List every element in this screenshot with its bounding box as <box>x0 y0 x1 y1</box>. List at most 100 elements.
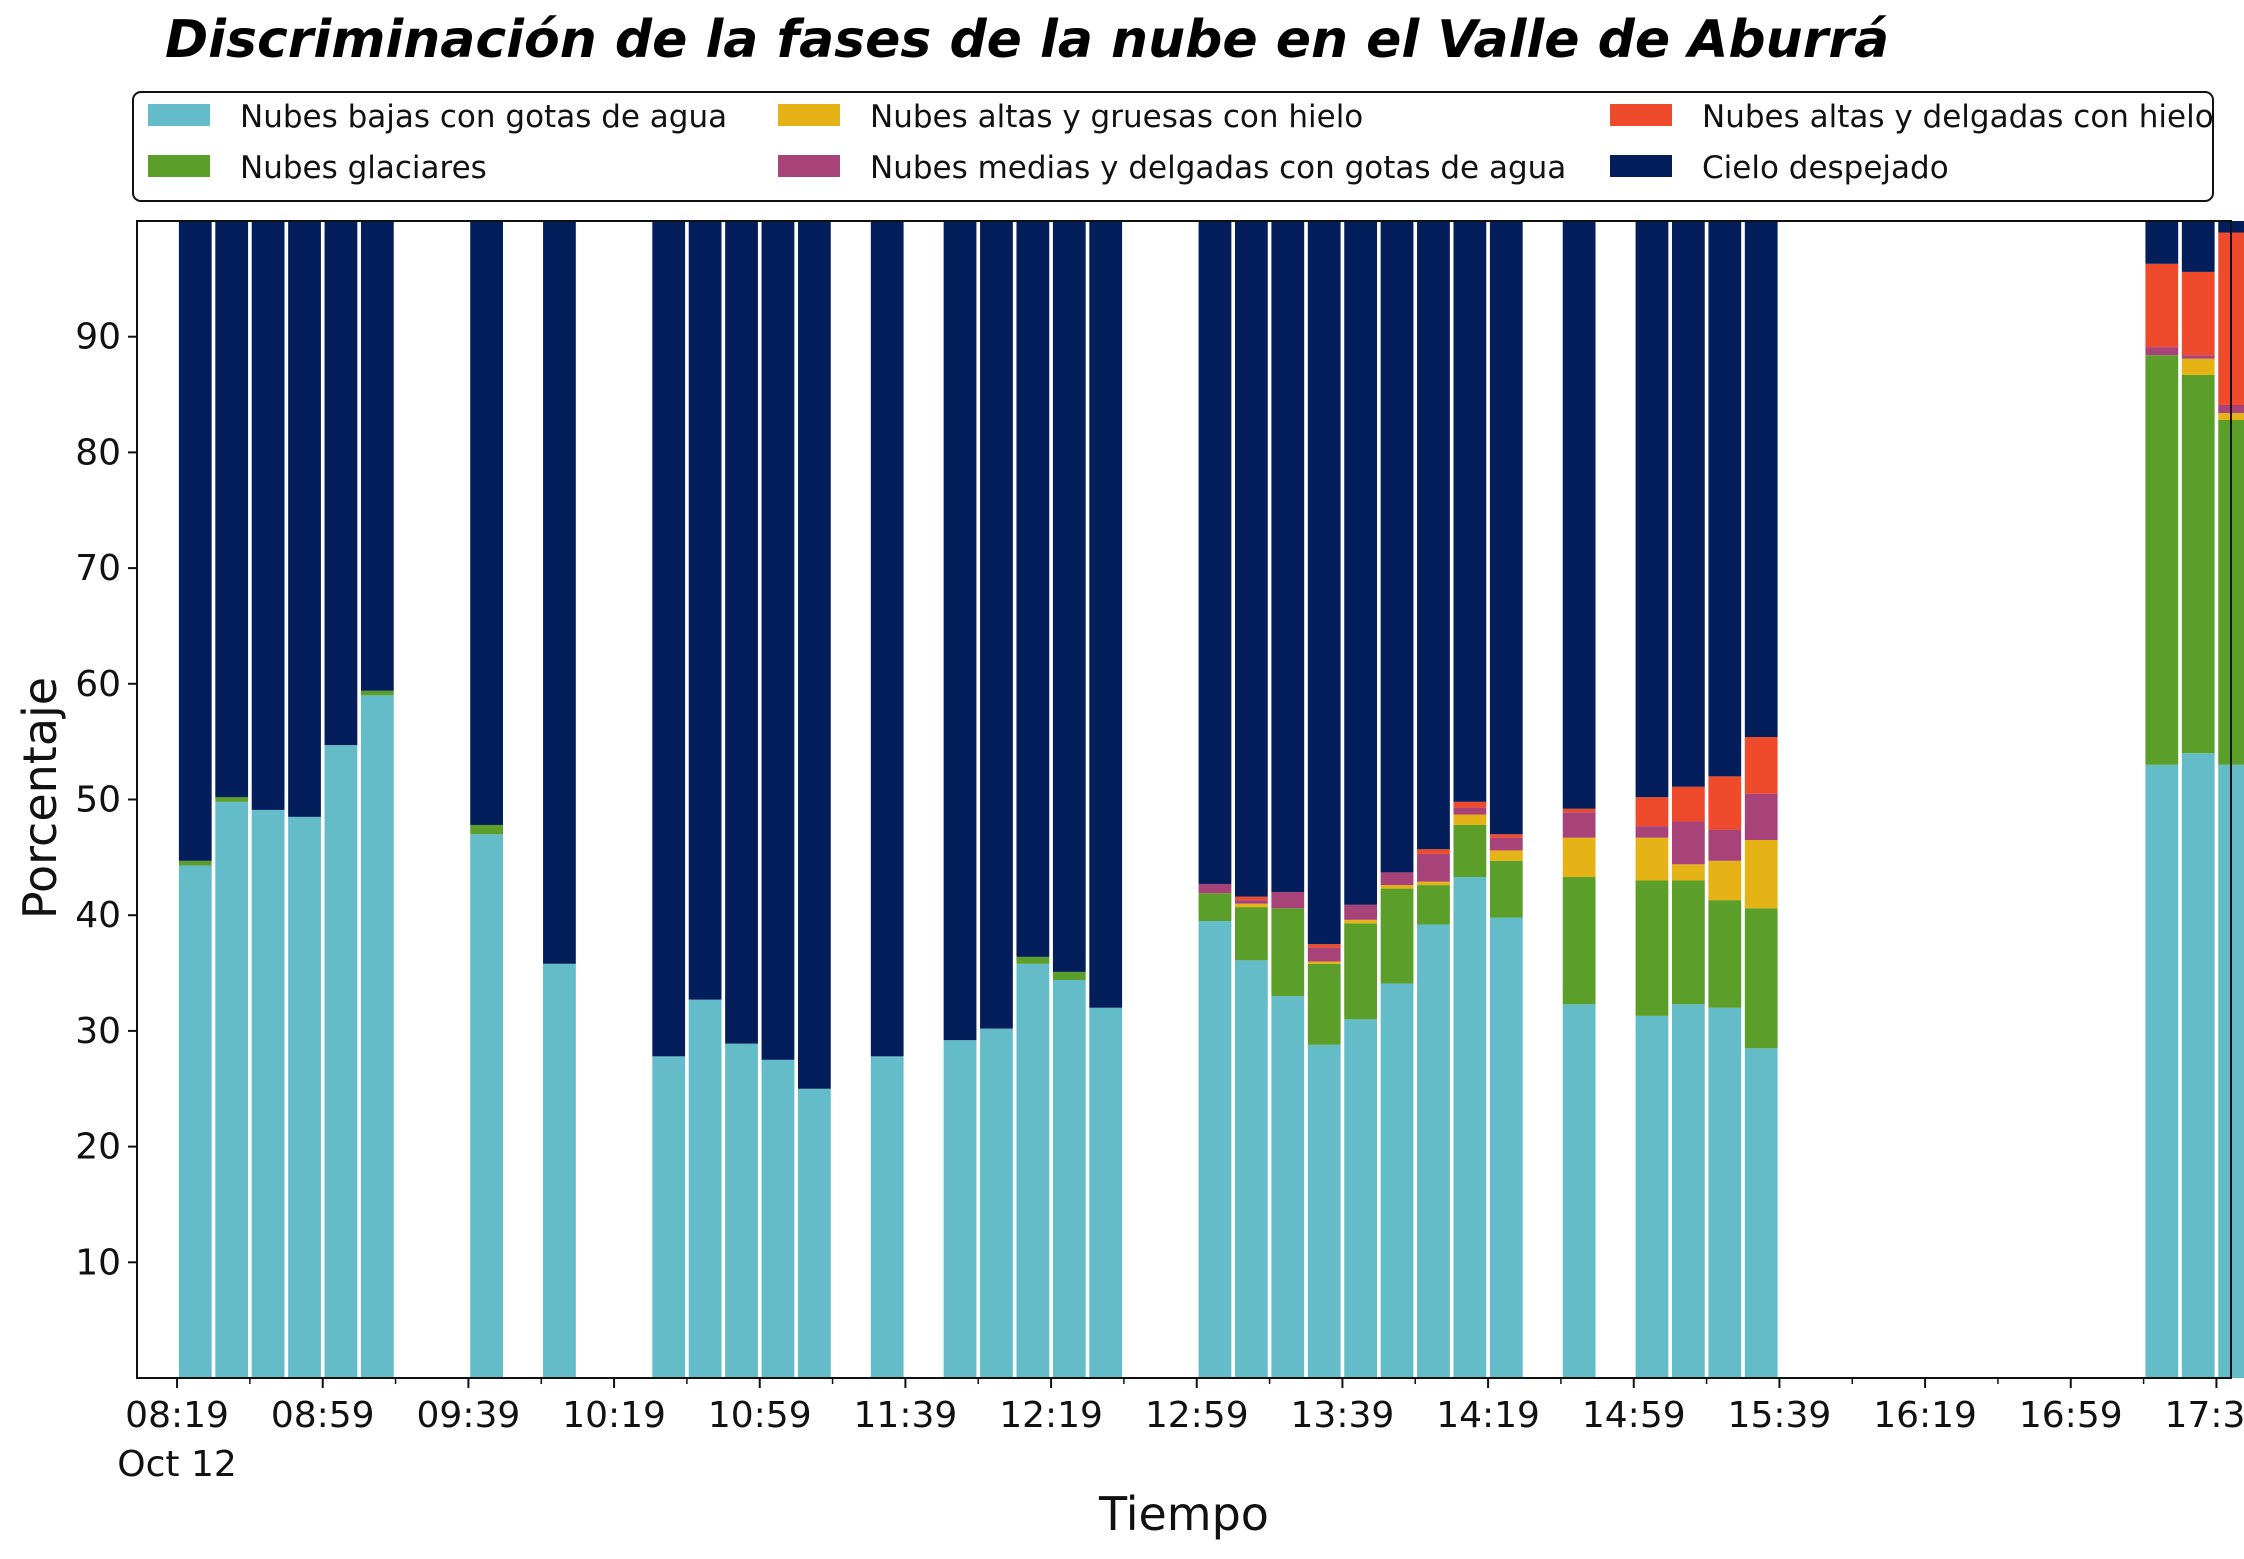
bar-segment-bajas <box>1453 877 1487 1378</box>
bar-segment-despejado <box>2181 221 2215 272</box>
legend-frame <box>132 91 2214 202</box>
legend-swatch <box>148 155 210 177</box>
bar-segment-medias <box>1635 826 1669 838</box>
bar-stack-0904 <box>324 221 358 1378</box>
bar-segment-medias <box>1562 812 1596 838</box>
bar-stack-1234 <box>1089 221 1123 1378</box>
bar-stack-1334 <box>1307 221 1341 1378</box>
bar-segment-despejado <box>1417 221 1450 850</box>
bars <box>178 221 2244 1378</box>
bar-segment-despejado <box>251 221 285 810</box>
bar-segment-altas_gruesas <box>2181 358 2215 375</box>
x-tick-label: 10:59 <box>708 1395 812 1436</box>
bar-segment-medias <box>2181 355 2215 359</box>
bar-segment-medias <box>1344 904 1378 920</box>
bar-segment-despejado <box>688 221 722 1000</box>
legend: Nubes bajas con gotas de agua Nubes altas… <box>132 91 2214 202</box>
x-tick-label: 11:39 <box>854 1395 958 1436</box>
bar-segment-despejado <box>943 221 977 1041</box>
bar-segment-bajas <box>652 1056 686 1378</box>
bar-segment-glaciares <box>1380 888 1414 984</box>
bar-segment-glaciares <box>1198 893 1232 921</box>
x-tick-label: 09:39 <box>417 1395 521 1436</box>
y-tick-label: 80 <box>75 432 121 473</box>
bar-segment-bajas <box>288 816 321 1378</box>
bar-stack-1324 <box>1271 221 1305 1378</box>
bar-stack-1524 <box>1708 221 1742 1378</box>
bar-segment-bajas <box>1271 996 1305 1378</box>
bar-stack-1414 <box>1453 221 1487 1378</box>
bar-segment-glaciares <box>1052 971 1086 980</box>
bar-segment-altas_delgadas <box>1307 944 1341 948</box>
bar-segment-despejado <box>1453 221 1487 802</box>
bar-segment-bajas <box>943 1040 977 1378</box>
bar-stack-1044 <box>688 221 722 1378</box>
bar-segment-glaciares <box>178 860 212 866</box>
bar-segment-bajas <box>1671 1004 1705 1378</box>
y-tick-label: 70 <box>75 548 121 589</box>
bar-segment-despejado <box>761 221 795 1060</box>
bar-segment-bajas <box>2181 753 2215 1378</box>
bar-segment-despejado <box>1671 221 1705 787</box>
bar-stack-1354 <box>1380 221 1414 1378</box>
bar-segment-despejado <box>1089 221 1123 1008</box>
legend-item-medias: Nubes medias y delgadas con gotas de agu… <box>778 150 1566 186</box>
x-tick-label: 17:39 <box>2165 1395 2244 1436</box>
bar-segment-bajas <box>470 834 503 1378</box>
x-tick-label: 13:39 <box>1291 1395 1395 1436</box>
bar-segment-glaciares <box>1671 880 1705 1005</box>
bar-segment-bajas <box>360 695 394 1378</box>
y-tick-label: 50 <box>75 780 121 821</box>
bar-segment-bajas <box>980 1028 1013 1378</box>
bar-segment-bajas <box>1744 1048 1778 1378</box>
bar-segment-glaciares <box>1307 963 1341 1045</box>
bar-stack-1444 <box>1562 221 1596 1378</box>
bar-segment-medias <box>1453 807 1487 815</box>
bar-stack-0854 <box>288 221 321 1378</box>
bar-stack-1424 <box>1489 221 1523 1378</box>
bar-segment-despejado <box>470 221 503 825</box>
bar-segment-altas_gruesas <box>1417 881 1450 886</box>
legend-swatch <box>778 104 840 126</box>
bar-segment-despejado <box>725 221 758 1044</box>
bar-segment-despejado <box>1380 221 1414 873</box>
bar-segment-glaciares <box>1562 877 1596 1005</box>
bar-stack-1314 <box>1234 221 1268 1378</box>
y-tick-label: 10 <box>75 1242 121 1283</box>
bar-segment-bajas <box>1234 960 1268 1378</box>
legend-label: Nubes bajas con gotas de agua <box>240 99 727 135</box>
bar-segment-despejado <box>1344 221 1378 905</box>
bar-segment-altas_delgadas <box>1489 834 1523 838</box>
bar-segment-bajas <box>1489 917 1523 1378</box>
bar-segment-bajas <box>543 963 576 1378</box>
bar-segment-despejado <box>980 221 1013 1029</box>
bar-segment-glaciares <box>1744 908 1778 1049</box>
bar-stack-1104 <box>761 221 795 1378</box>
legend-item-despejado: Cielo despejado <box>1610 150 1949 186</box>
bar-stack-1004 <box>543 221 576 1378</box>
bar-stack-0944 <box>470 221 503 1378</box>
bar-segment-despejado <box>1198 221 1232 884</box>
bar-segment-altas_delgadas <box>1744 737 1778 794</box>
bar-stack-1724 <box>2145 221 2179 1378</box>
bar-segment-bajas <box>870 1056 904 1378</box>
bar-segment-despejado <box>1234 221 1268 897</box>
bar-stack-1734 <box>2181 221 2215 1378</box>
y-tick-label: 20 <box>75 1127 121 1168</box>
bar-segment-despejado <box>1562 221 1596 809</box>
bar-segment-glaciares <box>1234 907 1268 961</box>
bar-segment-despejado <box>2145 221 2179 264</box>
bar-segment-medias <box>1417 853 1450 882</box>
legend-swatch <box>1610 155 1672 177</box>
bar-segment-altas_delgadas <box>1562 808 1596 813</box>
bar-stack-1034 <box>652 221 686 1378</box>
bar-segment-altas_delgadas <box>1708 776 1742 830</box>
bar-segment-bajas <box>2145 764 2179 1378</box>
bar-stack-1224 <box>1052 221 1086 1378</box>
bar-segment-medias <box>2145 347 2179 356</box>
bar-segment-bajas <box>1562 1004 1596 1378</box>
bar-segment-bajas <box>1198 920 1232 1378</box>
bar-segment-medias <box>1489 837 1523 851</box>
x-tick-label: 08:19 <box>125 1395 229 1436</box>
chart-title: Discriminación de la fases de la nube en… <box>165 10 1889 70</box>
